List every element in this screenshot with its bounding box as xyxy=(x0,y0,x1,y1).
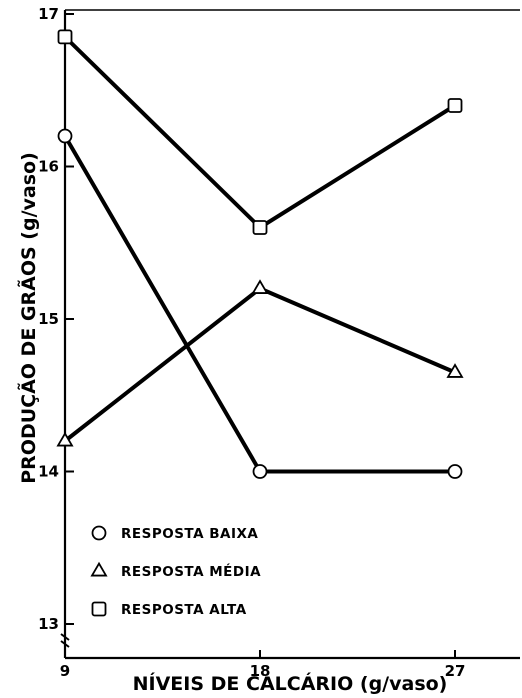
data-point-triangle xyxy=(56,431,74,447)
legend-label: RESPOSTA BAIXA xyxy=(121,526,258,542)
legend-marker-circle xyxy=(91,525,107,541)
data-point-circle xyxy=(447,464,463,479)
y-tick-label: 15 xyxy=(38,310,59,328)
series-line-circle xyxy=(63,134,455,474)
legend-marker-square xyxy=(91,601,107,617)
data-point-circle xyxy=(252,464,268,479)
legend-label: RESPOSTA MÉDIA xyxy=(121,563,261,580)
y-tick-label: 13 xyxy=(38,615,59,633)
y-tick-label: 16 xyxy=(38,158,59,176)
x-axis-label: NÍVEIS DE CALCÁRIO (g/vaso) xyxy=(133,672,448,695)
data-point-square xyxy=(447,98,463,113)
y-tick-label: 17 xyxy=(38,5,59,23)
y-axis-break xyxy=(60,633,70,648)
legend: RESPOSTA BAIXA RESPOSTA MÉDIA RESPOSTA ALT… xyxy=(90,525,261,618)
y-tick-label: 14 xyxy=(38,463,59,481)
data-point-square xyxy=(57,29,73,45)
data-point-square xyxy=(252,220,268,235)
ticks: 13 14 15 16 17 9 18 27 xyxy=(38,5,465,680)
x-tick-label: 27 xyxy=(445,662,466,680)
series-line-square xyxy=(63,35,457,230)
x-tick-label: 18 xyxy=(250,662,271,680)
series xyxy=(56,29,464,479)
data-point-triangle xyxy=(446,363,464,378)
data-point-triangle xyxy=(251,279,269,294)
legend-marker-triangle xyxy=(90,561,108,577)
legend-label: RESPOSTA ALTA xyxy=(121,602,247,618)
y-axis-label: PRODUÇÃO DE GRÃOS (g/vaso) xyxy=(16,152,40,484)
data-point-circle xyxy=(57,128,73,144)
x-tick-label: 9 xyxy=(60,662,70,680)
axes xyxy=(60,9,520,660)
series-line-triangle xyxy=(63,286,456,443)
